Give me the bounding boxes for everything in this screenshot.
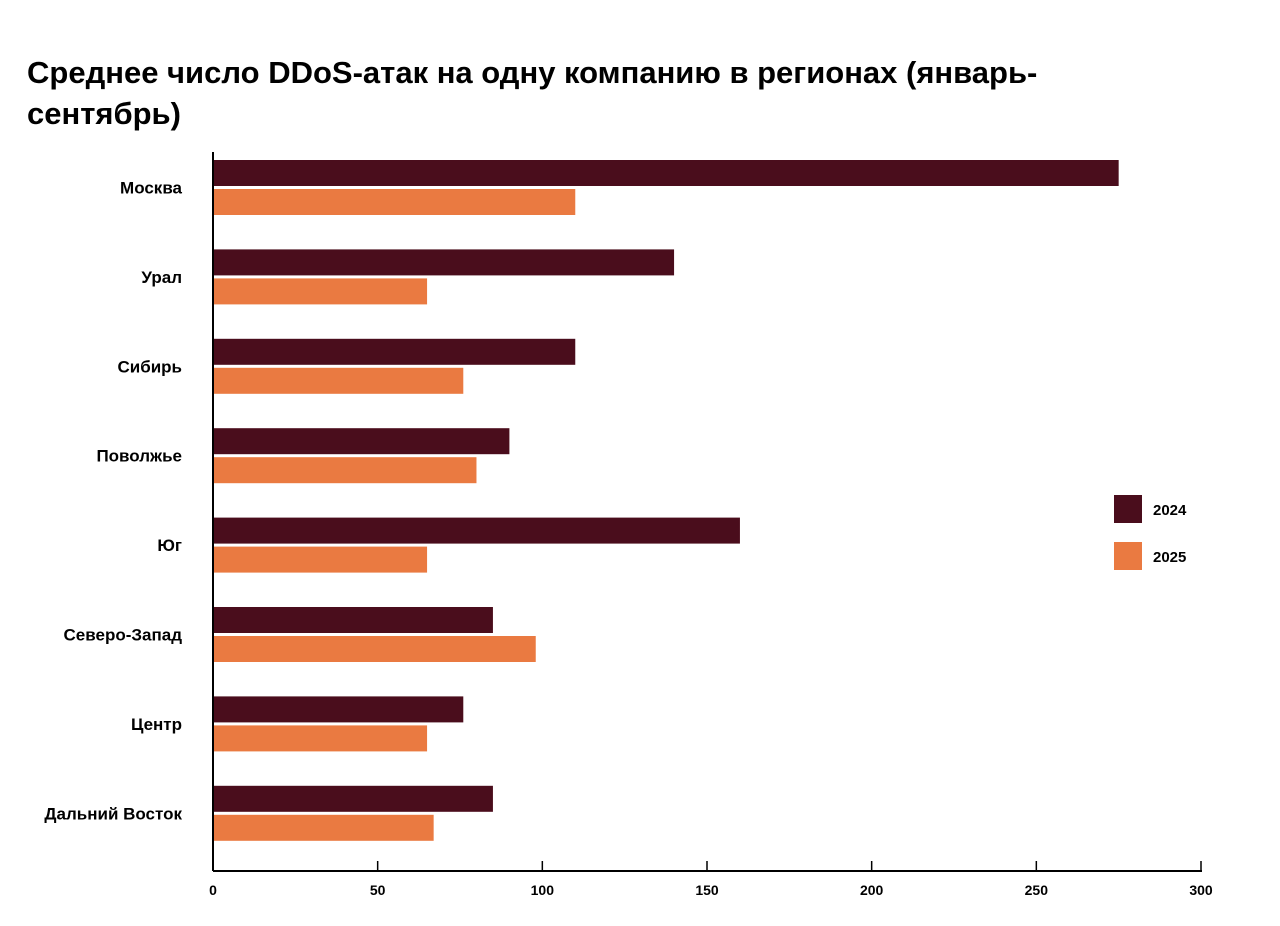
- category-label: Центр: [131, 715, 182, 734]
- x-tick-label: 250: [1025, 882, 1049, 898]
- bar-2025: [213, 546, 428, 573]
- bar-2024: [213, 696, 464, 723]
- x-tick-label: 100: [531, 882, 555, 898]
- bar-2024: [213, 428, 510, 455]
- category-label: Дальний Восток: [44, 804, 182, 823]
- bar-2024: [213, 517, 740, 544]
- x-tick-label: 150: [695, 882, 719, 898]
- bar-2025: [213, 367, 464, 394]
- category-label: Поволжье: [96, 447, 182, 466]
- bar-2024: [213, 607, 493, 633]
- category-label: Москва: [120, 179, 183, 198]
- x-tick-label: 50: [370, 882, 386, 898]
- bar-2024: [213, 785, 493, 812]
- bar-2025: [213, 814, 434, 841]
- category-label: Северо-Запад: [64, 626, 183, 645]
- bar-2025: [213, 725, 428, 752]
- bar-2024: [213, 249, 675, 276]
- bar-2025: [213, 278, 428, 305]
- bar-2025: [213, 457, 477, 484]
- category-label: Сибирь: [117, 357, 182, 376]
- legend-swatch-2025: [1114, 542, 1142, 570]
- bar-2025: [213, 189, 576, 215]
- legend-label: 2024: [1153, 502, 1187, 519]
- bar-2024: [213, 338, 576, 365]
- category-label: Урал: [141, 268, 182, 287]
- bar-2024: [213, 160, 1119, 186]
- bar-2025: [213, 636, 536, 662]
- category-label: Юг: [157, 536, 182, 555]
- x-tick-label: 300: [1189, 882, 1213, 898]
- legend-label: 2025: [1153, 549, 1186, 566]
- x-tick-label: 200: [860, 882, 884, 898]
- legend-swatch-2024: [1114, 495, 1142, 523]
- chart-title: Среднее число DDoS-атак на одну компанию…: [27, 55, 1038, 131]
- x-tick-label: 0: [209, 882, 217, 898]
